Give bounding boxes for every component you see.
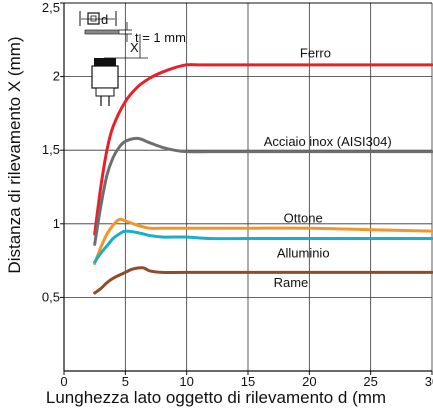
y-axis-title: Distanza di rilevamento X (mm) [5, 36, 24, 273]
series-label: Ottone [284, 210, 323, 225]
y-tick-label: 0,5 [42, 289, 60, 304]
x-tick-label: 10 [179, 374, 193, 389]
sensor-diagram: d t = 1 mm X [79, 11, 186, 106]
x-tick-label: 20 [302, 374, 316, 389]
target-square-icon [87, 12, 100, 25]
target-square-inner-icon [90, 15, 97, 22]
series-label: Ferro [300, 45, 331, 60]
x-tick-label: 30 [425, 374, 433, 389]
series-line-alluminio [93, 229, 433, 264]
inset-d-label: d [101, 12, 108, 27]
series-line-ottone [93, 217, 433, 266]
series-labels: Ferro Acciaio inox (AISI304) Ottone Allumin… [264, 45, 392, 290]
y-tick-label: 2 [53, 69, 60, 84]
series-line-ferro [93, 63, 433, 236]
series-line-rame [93, 266, 433, 295]
target-plate-icon [84, 29, 120, 35]
sensor-neck-icon [95, 87, 115, 97]
inset-t-label: t = 1 mm [135, 30, 186, 45]
tick-labels: 0 5 10 15 20 25 30 0,5 1 1,5 2 2,5 [42, 0, 433, 389]
sensor-body-icon [91, 65, 119, 89]
x-tick-label: 15 [241, 374, 255, 389]
series-line-acciaio-inox-aisi304 [93, 136, 433, 246]
series-label: Rame [274, 275, 309, 290]
series-label: Acciaio inox (AISI304) [264, 134, 392, 149]
series-label: Alluminio [277, 246, 330, 261]
x-tick-label: 0 [60, 374, 67, 389]
y-tick-label: 1 [53, 216, 60, 231]
x-axis-title: Lunghezza lato oggetto di rilevamento d … [46, 388, 386, 407]
sensor-head-icon [94, 58, 116, 66]
y-tick-label: 1,5 [42, 142, 60, 157]
x-tick-label: 25 [363, 374, 377, 389]
x-tick-label: 5 [122, 374, 129, 389]
inset-x-label: X [130, 40, 139, 55]
y-tick-label: 2,5 [42, 0, 60, 15]
series-lines [93, 63, 433, 295]
